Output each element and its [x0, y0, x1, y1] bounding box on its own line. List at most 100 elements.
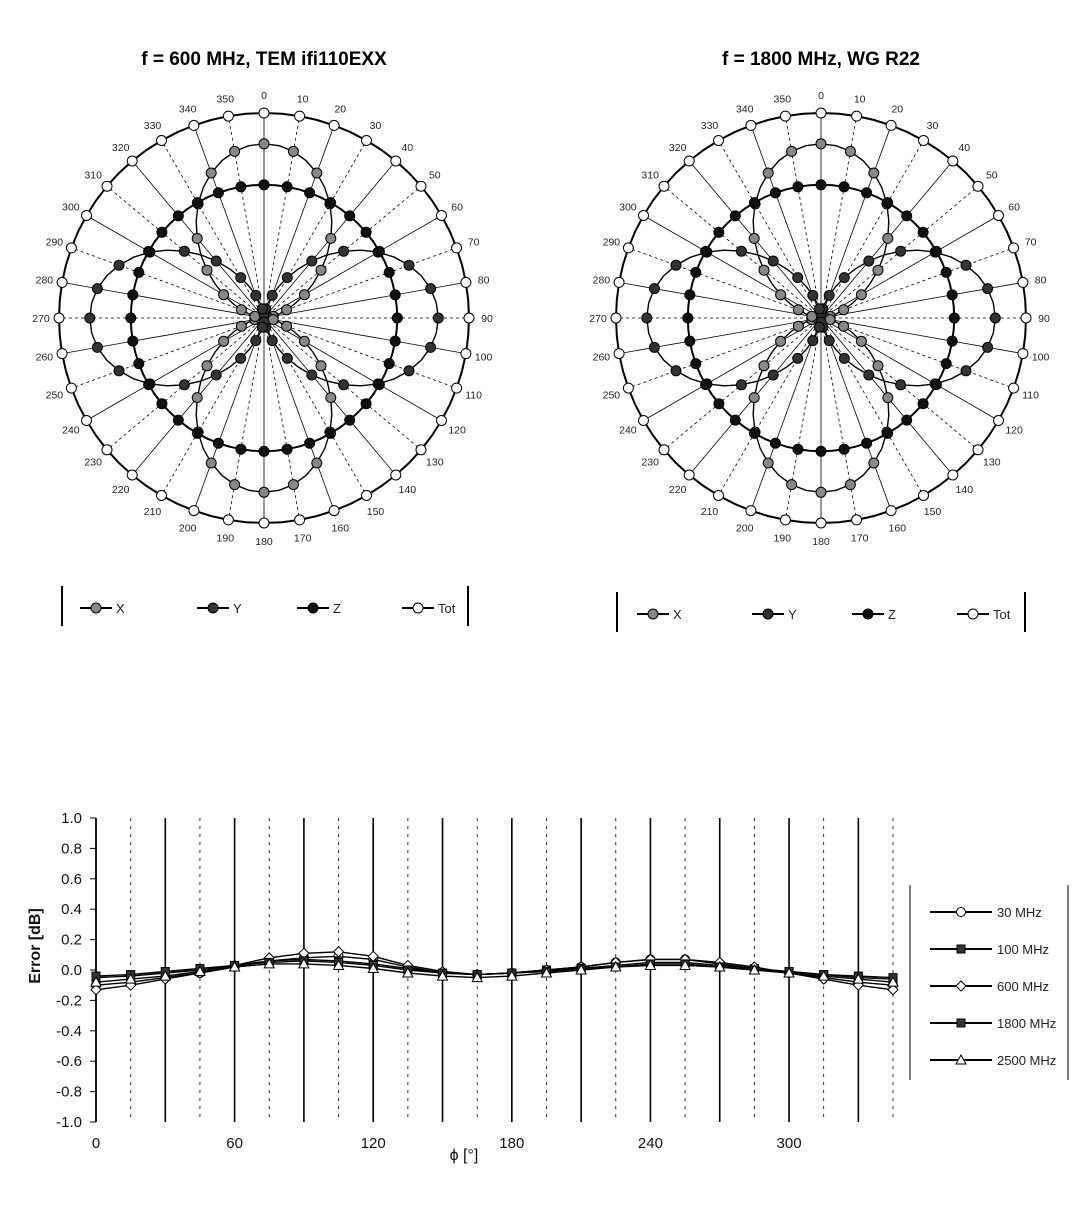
polar-point-tot [947, 469, 959, 481]
polar-point-x [844, 145, 856, 157]
polar-point-tot [947, 155, 959, 167]
polar-spoke [750, 125, 822, 319]
polar-point-z [258, 445, 270, 457]
polar-angle-label: 170 [294, 533, 312, 545]
legend-label: Z [333, 601, 341, 616]
legend-label: 30 MHz [997, 905, 1042, 920]
polar-angle-label: 250 [46, 389, 64, 401]
line-point-triangle-open [783, 967, 795, 978]
polar-point-z [258, 179, 270, 191]
polar-angle-label: 130 [426, 456, 444, 468]
polar-spoke [820, 140, 924, 319]
polar-point-x [792, 304, 804, 316]
polar-legend: X Y Z Tot [616, 592, 1026, 632]
polar-angle-label: 40 [958, 142, 970, 154]
polar-point-y [982, 341, 994, 353]
polar-spoke [193, 125, 265, 319]
polar-point-x [218, 335, 230, 347]
polar-point-x [205, 457, 217, 469]
polar-point-x [235, 320, 247, 332]
line-point-triangle-open [609, 960, 622, 972]
legend-label: Y [233, 601, 242, 616]
polar-point-tot [613, 276, 625, 288]
polar-point-x [748, 232, 760, 244]
polar-angle-label: 110 [465, 389, 482, 401]
polar-point-tot [156, 490, 167, 501]
polar-angle-label: 310 [84, 170, 102, 182]
polar-spoke [161, 140, 265, 319]
polar-point-z [948, 312, 960, 324]
polar-angle-label: 80 [478, 274, 490, 286]
polar-point-x [868, 457, 880, 469]
polar-point-tot [622, 242, 634, 254]
polar-point-y [982, 283, 994, 295]
polar-point-x [815, 138, 827, 150]
legend-swatch-marker [412, 602, 424, 614]
polar-angle-label: 50 [986, 170, 998, 182]
line-point-triangle-open [748, 963, 761, 975]
polar-point-x [315, 264, 327, 276]
polar-point-tot [638, 210, 649, 221]
line-point-square-filled [956, 944, 966, 954]
polar-point-y [807, 335, 819, 347]
polar-spoke [71, 247, 265, 319]
polar-point-tot [188, 119, 200, 131]
polar-point-x [855, 335, 867, 347]
polar-point-tot [460, 276, 472, 288]
polar-point-tot [779, 110, 791, 122]
legend-swatch-marker [862, 608, 874, 620]
polar-point-x [325, 232, 337, 244]
polar-point-y [823, 335, 835, 347]
polar-point-x [882, 392, 894, 404]
y-tick-label: -0.2 [56, 992, 82, 1009]
polar-point-y [210, 255, 222, 267]
line-series [95, 963, 894, 983]
polar-point-z [882, 427, 894, 439]
polar-point-y [767, 255, 779, 267]
polar-point-z [684, 335, 696, 347]
polar-point-z [235, 443, 247, 455]
legend-label: 1800 MHz [997, 1016, 1056, 1031]
polar-point-y [432, 312, 444, 324]
legend-swatch-marker [647, 608, 659, 620]
polar-point-tot [918, 135, 929, 146]
line-point-circle-open [956, 907, 966, 917]
polar-point-x [762, 457, 774, 469]
polar-point-z [191, 197, 203, 209]
polar-point-y [425, 283, 437, 295]
polar-point-z [684, 289, 696, 301]
polar-point-z [360, 226, 372, 238]
polar-point-x [838, 320, 850, 332]
polar-point-x [191, 232, 203, 244]
polar-point-z [901, 210, 913, 222]
polar-point-z [792, 443, 804, 455]
polar-spoke [263, 317, 442, 421]
polar-point-z [156, 226, 168, 238]
polar-point-tot [683, 469, 695, 481]
line-point-triangle-open [817, 970, 830, 981]
legend-label: X [673, 607, 682, 622]
polar-point-tot [188, 505, 200, 517]
legend-swatch-marker [90, 602, 102, 614]
polar-point-tot [815, 517, 827, 529]
polar-spoke [263, 317, 335, 511]
polar-point-z [127, 335, 139, 347]
polar-chart-600mhz: f = 600 MHz, TEM ifi110EXX 0 10 20 30 40 50 60… [32, 49, 493, 626]
polar-point-z [325, 427, 337, 439]
polar-point-z [882, 197, 894, 209]
polar-point-y [91, 341, 103, 353]
polar-point-z [748, 427, 760, 439]
polar-point-tot [258, 517, 270, 529]
polar-chart-1800mhz: f = 1800 MHz, WG R22 0 10 20 30 40 50 60 70 80 90… [589, 49, 1050, 632]
polar-point-x [824, 314, 836, 326]
polar-point-x [748, 392, 760, 404]
polar-point-tot [451, 382, 463, 394]
polar-point-z [713, 398, 725, 410]
polar-point-y [250, 335, 262, 347]
polar-point-z [172, 210, 184, 222]
polar-point-y [960, 365, 972, 377]
polar-point-z [792, 181, 804, 193]
line-point-triangle-open [436, 970, 449, 981]
polar-point-x [311, 457, 323, 469]
polar-point-y [84, 312, 96, 324]
